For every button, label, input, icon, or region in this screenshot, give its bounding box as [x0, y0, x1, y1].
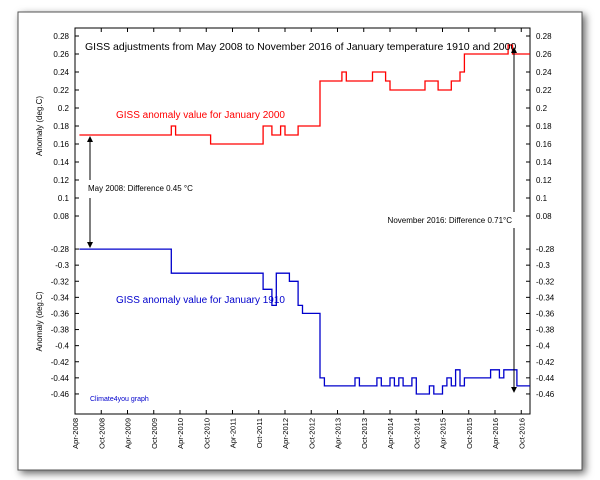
x-tick-label: Oct-2015 — [465, 418, 474, 449]
y-tick-label-left: -0.28 — [51, 245, 70, 254]
y-tick-label-left: 0.2 — [58, 104, 70, 113]
y-tick-label-right: -0.4 — [536, 342, 550, 351]
y-tick-label-left: -0.4 — [55, 342, 69, 351]
y-tick-label-right: -0.38 — [536, 326, 555, 335]
y-tick-label-left: -0.38 — [51, 326, 70, 335]
y-tick-label-left: 0.22 — [53, 86, 69, 95]
x-tick-label: Oct-2016 — [517, 418, 526, 449]
x-tick-label: Apr-2011 — [229, 418, 238, 448]
y-tick-label-right: 0.22 — [536, 86, 552, 95]
x-tick-label: Apr-2008 — [71, 418, 80, 449]
chart-title: GISS adjustments from May 2008 to Novemb… — [85, 41, 516, 53]
y-tick-label-left: -0.44 — [51, 374, 70, 383]
y-tick-label-right: 0.08 — [536, 212, 552, 221]
annotation-nov-2016: November 2016: Difference 0.71°C — [388, 216, 513, 225]
y-tick-label-right: -0.42 — [536, 358, 555, 367]
x-tick-label: Oct-2014 — [412, 418, 421, 449]
x-tick-label: Oct-2012 — [307, 418, 316, 449]
y-tick-label-left: 0.16 — [53, 140, 69, 149]
y-tick-label-right: -0.3 — [536, 261, 550, 270]
y-tick-label-right: 0.28 — [536, 32, 552, 41]
y-tick-label-left: -0.3 — [55, 261, 69, 270]
y-tick-label-left: 0.28 — [53, 32, 69, 41]
y-tick-label-left: -0.32 — [51, 277, 70, 286]
paper-card — [17, 11, 583, 471]
x-tick-label: Oct-2009 — [150, 418, 159, 449]
x-tick-label: Apr-2012 — [281, 418, 290, 449]
y-tick-label-left: 0.18 — [53, 122, 69, 131]
x-tick-label: Apr-2014 — [386, 418, 395, 449]
y-axis-label: Anomaly (deg.C) — [35, 96, 44, 156]
y-tick-label-left: -0.46 — [51, 390, 70, 399]
x-tick-label: Apr-2015 — [439, 418, 448, 449]
x-tick-label: Apr-2010 — [176, 418, 185, 449]
y-tick-label-left: 0.26 — [53, 50, 69, 59]
x-tick-label: Apr-2013 — [334, 418, 343, 449]
y-tick-label-right: 0.16 — [536, 140, 552, 149]
x-tick-label: Apr-2009 — [124, 418, 133, 449]
x-tick-label: Oct-2013 — [360, 418, 369, 449]
y-tick-label-right: -0.44 — [536, 374, 555, 383]
y-tick-label-right: 0.1 — [536, 194, 548, 203]
series-label: GISS anomaly value for January 2000 — [116, 110, 285, 121]
y-tick-label-right: -0.34 — [536, 293, 555, 302]
y-tick-label-left: 0.08 — [53, 212, 69, 221]
x-tick-label: Oct-2010 — [202, 418, 211, 449]
y-tick-label-left: 0.1 — [58, 194, 70, 203]
y-tick-label-left: -0.36 — [51, 309, 70, 318]
y-tick-label-right: -0.46 — [536, 390, 555, 399]
y-tick-label-right: 0.26 — [536, 50, 552, 59]
y-tick-label-right: -0.28 — [536, 245, 555, 254]
watermark: Climate4you graph — [90, 396, 149, 403]
x-tick-label: Oct-2011 — [255, 418, 264, 448]
series-line — [79, 248, 530, 395]
series-label: GISS anomaly value for January 1910 — [116, 295, 285, 306]
y-tick-label-right: 0.24 — [536, 68, 552, 77]
y-tick-label-right: -0.36 — [536, 309, 555, 318]
annotation-may-2008: May 2008: Difference 0.45 °C — [88, 184, 193, 193]
y-tick-label-left: -0.34 — [51, 293, 70, 302]
y-tick-label-right: 0.18 — [536, 122, 552, 131]
y-tick-label-right: 0.2 — [536, 104, 548, 113]
y-tick-label-left: 0.14 — [53, 158, 69, 167]
y-tick-label-right: 0.14 — [536, 158, 552, 167]
y-axis-label: Anomaly (deg.C) — [35, 291, 44, 351]
y-tick-label-left: 0.24 — [53, 68, 69, 77]
x-tick-label: Apr-2016 — [491, 418, 500, 449]
plot-frame — [74, 27, 531, 415]
y-tick-label-left: 0.12 — [53, 176, 69, 185]
y-tick-label-right: -0.32 — [536, 277, 555, 286]
y-tick-label-left: -0.42 — [51, 358, 70, 367]
x-tick-label: Oct-2008 — [97, 418, 106, 449]
y-tick-label-right: 0.12 — [536, 176, 552, 185]
series-line — [79, 44, 530, 145]
